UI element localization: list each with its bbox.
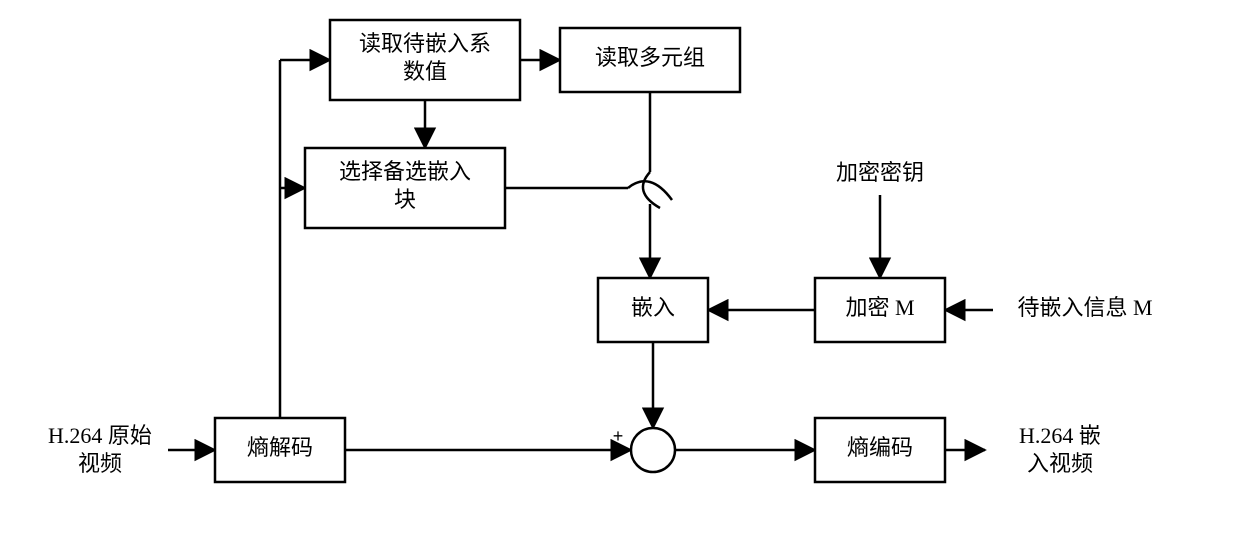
read-coef-label-1: 读取待嵌入系: [359, 31, 491, 56]
summer-plus-left: +: [613, 426, 624, 446]
input-raw-label: H.264 原始 视频: [48, 423, 152, 476]
select-block-box: 选择备选嵌入 块: [305, 148, 505, 228]
message-label: 待嵌入信息 M: [1017, 295, 1152, 320]
entropy-encode-label: 熵编码: [847, 435, 913, 460]
output-video-line2: 入视频: [1027, 451, 1093, 476]
encrypt-label: 加密 M: [845, 295, 914, 320]
switch-node: [628, 172, 672, 208]
embed-box: 嵌入: [598, 278, 708, 342]
summer-node: + +: [613, 407, 675, 472]
entropy-encode-box: 熵编码: [815, 418, 945, 482]
entropy-decode-box: 熵解码: [215, 418, 345, 482]
input-raw-line2: 视频: [78, 451, 122, 476]
entropy-decode-label: 熵解码: [247, 435, 313, 460]
read-tuple-label: 读取多元组: [595, 45, 705, 70]
encrypt-box: 加密 M: [815, 278, 945, 342]
select-block-label-2: 块: [394, 187, 416, 212]
output-video-line1: H.264 嵌: [1019, 423, 1101, 448]
read-coef-label-2: 数值: [403, 59, 447, 84]
embed-label: 嵌入: [631, 295, 675, 320]
read-tuple-box: 读取多元组: [560, 28, 740, 92]
read-coef-box: 读取待嵌入系 数值: [330, 20, 520, 100]
summer-plus-top: +: [648, 407, 659, 427]
input-raw-line1: H.264 原始: [48, 423, 152, 448]
output-video-label: H.264 嵌 入视频: [1019, 423, 1101, 476]
key-label: 加密密钥: [836, 160, 924, 185]
select-block-label-1: 选择备选嵌入: [339, 159, 471, 184]
